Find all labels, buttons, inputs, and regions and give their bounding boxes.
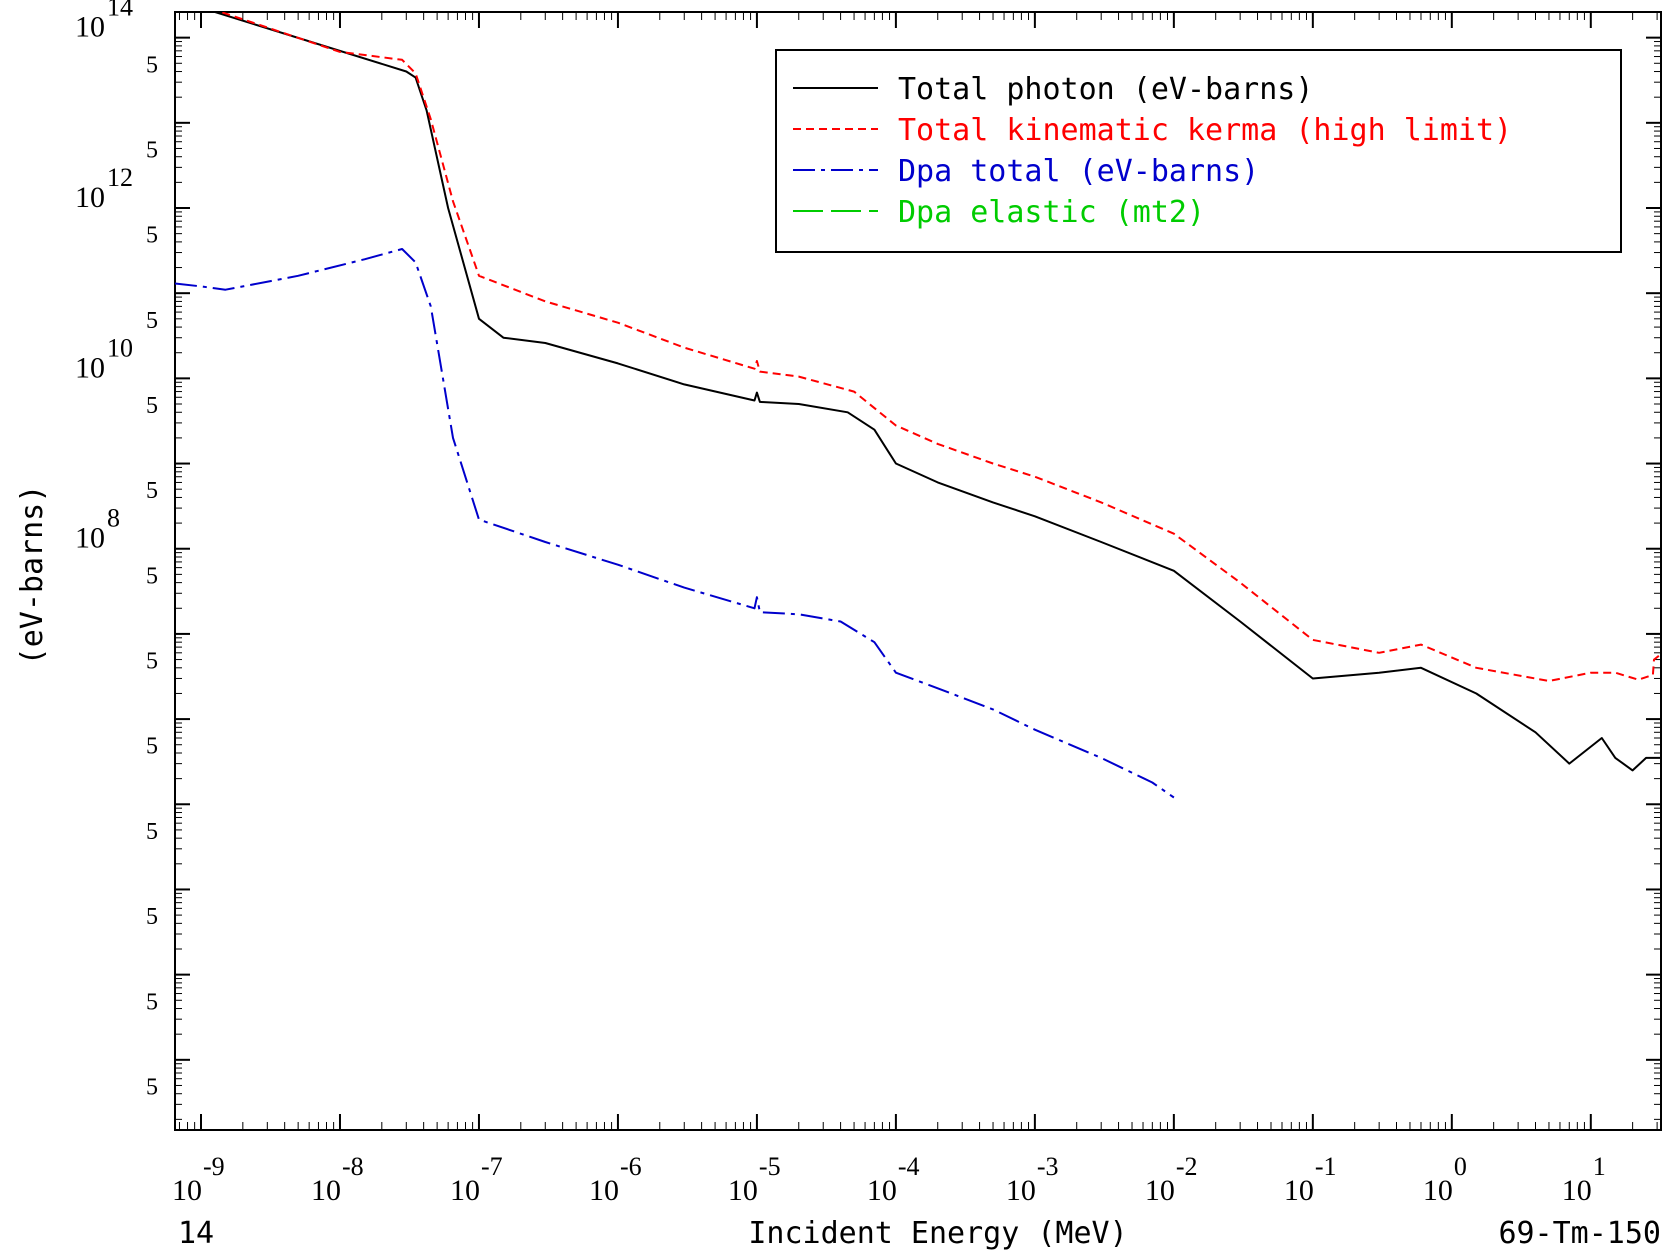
- x-tick-label: 10: [1562, 1174, 1592, 1207]
- x-tick-exponent: -2: [1176, 1152, 1198, 1181]
- y-tick-exponent: 10: [107, 333, 133, 362]
- x-tick-label: 10: [867, 1174, 897, 1207]
- series-dpa-total: [175, 248, 1175, 799]
- y-five-label: 5: [146, 989, 158, 1015]
- y-tick-label: 10: [75, 181, 105, 214]
- x-tick-label: 10: [728, 1174, 758, 1207]
- x-tick-label: 10: [1423, 1174, 1453, 1207]
- x-tick-exponent: -9: [203, 1152, 225, 1181]
- y-five-label: 5: [146, 137, 158, 163]
- y-five-label: 5: [146, 393, 158, 419]
- x-tick-label: 10: [311, 1174, 341, 1207]
- y-five-label: 5: [146, 1074, 158, 1100]
- x-tick-label: 10: [450, 1174, 480, 1207]
- plot-frame: [174, 11, 1662, 1131]
- series-lines: [175, 12, 1661, 799]
- legend-label-total-photon: Total photon (eV-barns): [898, 72, 1313, 107]
- x-tick-label: 10: [1006, 1174, 1036, 1207]
- y-five-label: 5: [146, 223, 158, 249]
- legend-label-dpa-elastic: Dpa elastic (mt2): [898, 195, 1205, 230]
- y-five-label: 5: [146, 563, 158, 589]
- y-five-label: 5: [146, 52, 158, 78]
- x-tick-exponent: -8: [342, 1152, 364, 1181]
- footer-right: 69-Tm-150: [1498, 1216, 1661, 1251]
- y-five-label: 5: [146, 819, 158, 845]
- x-tick-exponent: 1: [1593, 1152, 1606, 1181]
- y-tick-exponent: 14: [107, 0, 133, 22]
- x-tick-label: 10: [589, 1174, 619, 1207]
- x-tick-exponent: -1: [1315, 1152, 1337, 1181]
- y-five-label: 5: [146, 904, 158, 930]
- x-tick-label: 10: [1284, 1174, 1314, 1207]
- y-tick-label: 10: [75, 351, 105, 384]
- y-tick-label: 10: [75, 11, 105, 44]
- series-total-kinematic-kerma: [217, 12, 1661, 682]
- minor-ticks: [175, 11, 1661, 1130]
- x-tick-exponent: -4: [898, 1152, 920, 1181]
- x-tick-exponent: -3: [1037, 1152, 1059, 1181]
- legend-label-dpa-total: Dpa total (eV-barns): [898, 154, 1259, 189]
- major-ticks: [175, 12, 1661, 1130]
- x-tick-exponent: -5: [759, 1152, 781, 1181]
- x-tick-exponent: -7: [481, 1152, 503, 1181]
- x-axis-label: Incident Energy (MeV): [748, 1216, 1127, 1251]
- y-five-label: 5: [146, 308, 158, 334]
- y-tick-label: 10: [75, 522, 105, 555]
- y-five-label: 5: [146, 478, 158, 504]
- series-total-photon: [211, 12, 1661, 772]
- legend: Total photon (eV-barns) Total kinematic …: [775, 49, 1622, 253]
- x-tick-label: 10: [1145, 1174, 1175, 1207]
- y-axis-label: (eV-barns): [15, 485, 50, 666]
- legend-box: [775, 49, 1622, 253]
- y-five-labels: 5 5 5 5 5 5 5 5 5 5 5 5 5: [146, 52, 158, 1100]
- y-five-label: 5: [146, 649, 158, 675]
- y-tick-exponent: 8: [107, 504, 120, 533]
- y-tick-exponent: 12: [107, 163, 133, 192]
- x-tick-labels: 10-910-810-710-610-510-410-310-210-11001…: [172, 1152, 1606, 1207]
- x-tick-label: 10: [172, 1174, 202, 1207]
- footer-left: 14: [178, 1216, 214, 1251]
- x-tick-exponent: 0: [1454, 1152, 1467, 1181]
- legend-label-kerma: Total kinematic kerma (high limit): [898, 113, 1512, 148]
- y-five-label: 5: [146, 734, 158, 760]
- x-tick-exponent: -6: [620, 1152, 642, 1181]
